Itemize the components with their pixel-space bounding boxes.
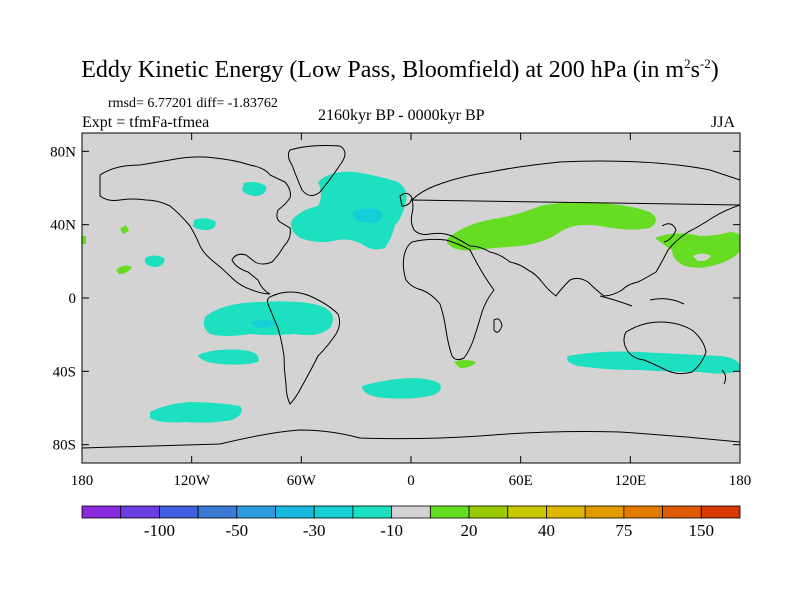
lat-tick-label: 80S bbox=[53, 438, 76, 454]
coast-greenland bbox=[287, 145, 346, 196]
colorbar-swatch bbox=[546, 505, 586, 519]
colorbar: -100 -50 -30 -10 20 40 75 150 bbox=[81, 505, 741, 540]
coast-new-guinea bbox=[649, 298, 685, 305]
colorbar-label: 20 bbox=[461, 521, 478, 540]
colorbar-label: -100 bbox=[144, 521, 175, 540]
coast-uk bbox=[399, 192, 413, 207]
colorbar-swatch bbox=[468, 505, 509, 519]
period-label: 2160kyr BP - 0000kyr BP bbox=[318, 107, 485, 124]
lat-tick-label: 40S bbox=[53, 364, 76, 380]
coast-new-zealand bbox=[721, 369, 727, 385]
colorbar-swatch bbox=[120, 505, 160, 519]
colorbar-label: 150 bbox=[689, 521, 715, 540]
contour-south-pacific-2 bbox=[198, 349, 259, 365]
contour-eurasia bbox=[446, 202, 656, 251]
contour-pacific-mid bbox=[145, 255, 165, 267]
colorbar-swatch bbox=[81, 505, 122, 519]
lon-tick-label: 180 bbox=[729, 473, 752, 489]
colorbar-swatch bbox=[700, 505, 741, 519]
colorbar-swatch bbox=[313, 505, 354, 519]
contour-south-pacific bbox=[203, 301, 334, 336]
contour-small-pos-2 bbox=[116, 265, 132, 274]
lon-tick-label: 60W bbox=[287, 473, 317, 489]
colorbar-swatch bbox=[391, 505, 431, 519]
coast-madagascar bbox=[493, 318, 503, 333]
season-label: JJA bbox=[711, 114, 736, 131]
colorbar-swatch bbox=[507, 505, 547, 519]
experiment-label: Expt = tfmFa-tfmea bbox=[82, 114, 210, 131]
lon-tick-label: 120E bbox=[614, 473, 646, 489]
coast-indonesia bbox=[599, 295, 633, 307]
contour-north-atlantic-core bbox=[352, 208, 383, 223]
contour-small-pos-1 bbox=[120, 225, 129, 234]
colorbar-swatch bbox=[662, 505, 702, 519]
coastlines bbox=[82, 145, 740, 449]
coast-south-america bbox=[267, 291, 341, 405]
coast-africa bbox=[402, 238, 495, 361]
lon-tick-label: 180 bbox=[71, 473, 94, 489]
coast-eurasia bbox=[410, 160, 740, 297]
contour-small-pos-3 bbox=[82, 236, 86, 244]
coast-australia bbox=[623, 321, 707, 375]
contour-pacific-north bbox=[193, 218, 216, 230]
contour-south-africa-pos bbox=[454, 360, 476, 368]
colorbar-swatch bbox=[275, 505, 315, 519]
colorbar-swatch bbox=[159, 505, 199, 519]
lat-axis: 80N 40N 0 40S 80S bbox=[50, 144, 740, 454]
lon-tick-label: 0 bbox=[407, 473, 415, 489]
lat-tick-label: 0 bbox=[69, 291, 77, 307]
colorbar-label: -30 bbox=[303, 521, 326, 540]
lon-tick-label: 60E bbox=[509, 473, 533, 489]
anomaly-contours bbox=[82, 171, 740, 423]
colorbar-swatch bbox=[197, 505, 238, 519]
colorbar-label: 75 bbox=[615, 521, 632, 540]
colorbar-swatch bbox=[352, 505, 393, 519]
lon-tick-label: 120W bbox=[173, 473, 211, 489]
contour-north-atlantic bbox=[291, 171, 407, 250]
coast-north-america bbox=[99, 156, 291, 295]
coast-japan bbox=[661, 223, 677, 243]
contour-labrador bbox=[242, 182, 267, 196]
colorbar-label: -10 bbox=[380, 521, 403, 540]
colorbar-swatch bbox=[623, 505, 663, 519]
plot-title: Eddy Kinetic Energy (Low Pass, Bloomfiel… bbox=[81, 56, 719, 83]
colorbar-label: -50 bbox=[225, 521, 248, 540]
contour-south-atlantic bbox=[362, 378, 441, 399]
contour-southern-ocean-west bbox=[150, 402, 242, 423]
contour-south-pacific-core bbox=[250, 320, 278, 328]
lon-axis: 180 120W 60W 0 60E 120E 180 bbox=[71, 133, 752, 489]
contour-west-pacific-hole bbox=[693, 253, 711, 262]
colorbar-label: 40 bbox=[538, 521, 555, 540]
stats-text: rmsd= 6.77201 diff= -1.83762 bbox=[108, 96, 278, 111]
coast-antarctica bbox=[82, 429, 740, 449]
lat-tick-label: 40N bbox=[50, 218, 76, 234]
colorbar-swatch bbox=[584, 505, 625, 519]
lat-tick-label: 80N bbox=[50, 144, 76, 160]
colorbar-swatch bbox=[236, 505, 276, 519]
colorbar-swatch bbox=[429, 505, 470, 519]
